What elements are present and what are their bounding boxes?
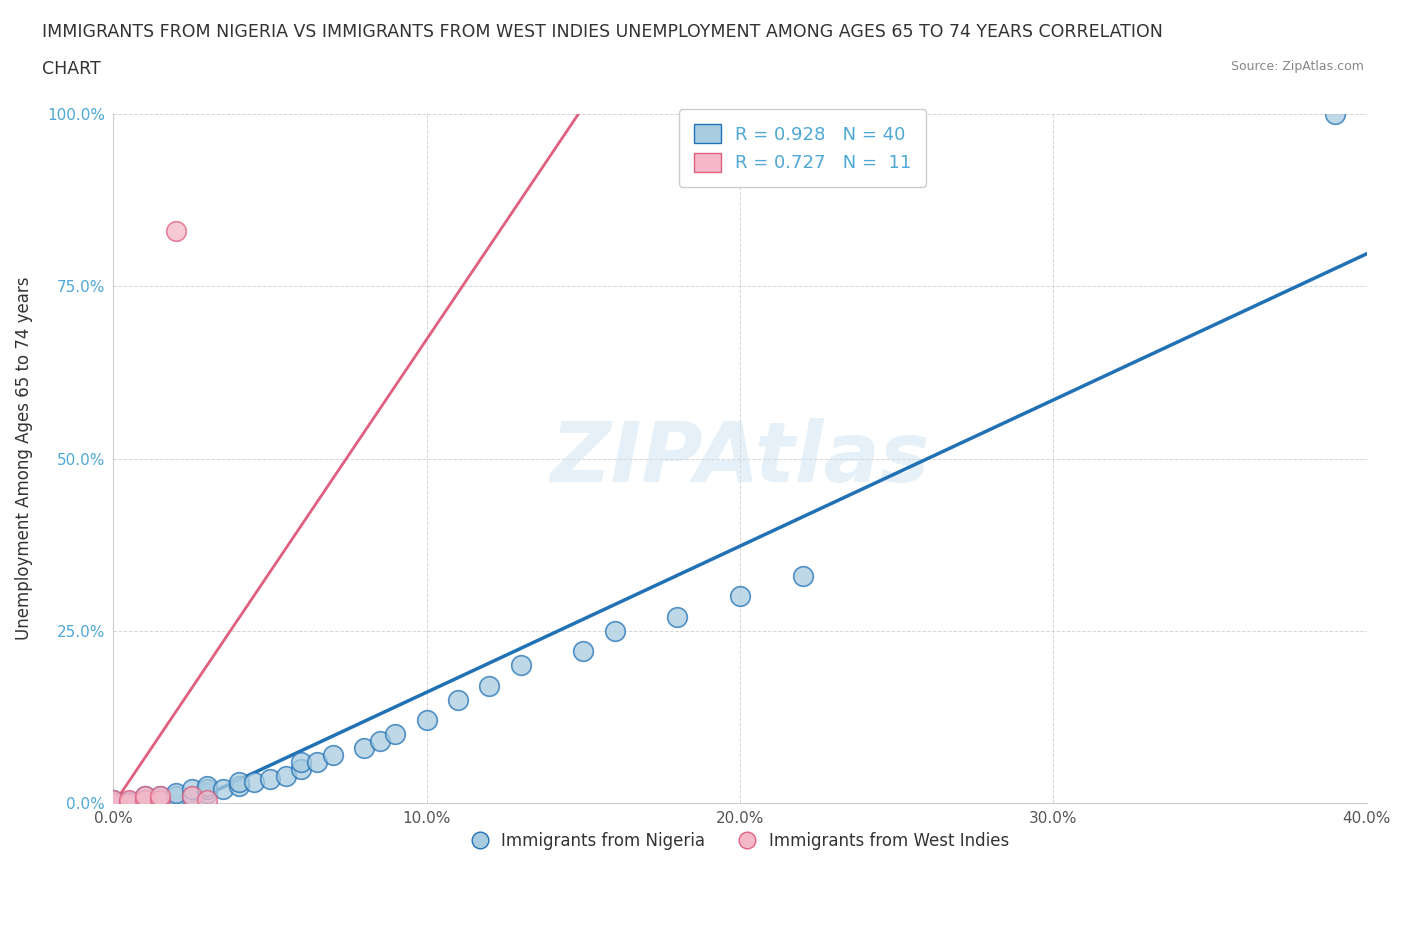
Point — [478, 679, 501, 694]
Point — [118, 796, 141, 811]
Point — [603, 623, 626, 638]
Point — [180, 782, 202, 797]
Point — [149, 789, 172, 804]
Point — [118, 793, 141, 808]
Text: CHART: CHART — [42, 60, 101, 78]
Point — [103, 796, 125, 811]
Point — [447, 692, 470, 707]
Point — [228, 778, 250, 793]
Point — [103, 792, 125, 807]
Legend: Immigrants from Nigeria, Immigrants from West Indies: Immigrants from Nigeria, Immigrants from… — [464, 826, 1015, 857]
Point — [353, 740, 375, 755]
Point — [134, 789, 156, 804]
Point — [572, 644, 595, 659]
Point — [134, 796, 156, 811]
Point — [305, 754, 328, 769]
Point — [792, 568, 814, 583]
Point — [134, 789, 156, 804]
Point — [415, 713, 437, 728]
Point — [180, 789, 202, 804]
Text: ZIPAtlas: ZIPAtlas — [550, 418, 929, 499]
Point — [290, 761, 312, 776]
Point — [149, 792, 172, 807]
Point — [118, 792, 141, 807]
Text: IMMIGRANTS FROM NIGERIA VS IMMIGRANTS FROM WEST INDIES UNEMPLOYMENT AMONG AGES 6: IMMIGRANTS FROM NIGERIA VS IMMIGRANTS FR… — [42, 23, 1163, 41]
Y-axis label: Unemployment Among Ages 65 to 74 years: Unemployment Among Ages 65 to 74 years — [15, 277, 32, 640]
Point — [228, 775, 250, 790]
Point — [290, 754, 312, 769]
Point — [195, 778, 218, 793]
Point — [165, 224, 187, 239]
Point — [728, 589, 751, 604]
Point — [368, 734, 391, 749]
Point — [195, 792, 218, 807]
Point — [165, 789, 187, 804]
Point — [195, 782, 218, 797]
Point — [149, 789, 172, 804]
Point — [103, 792, 125, 807]
Text: Source: ZipAtlas.com: Source: ZipAtlas.com — [1230, 60, 1364, 73]
Point — [243, 775, 266, 790]
Point — [666, 609, 689, 624]
Point — [134, 792, 156, 807]
Point — [384, 726, 406, 741]
Point — [103, 796, 125, 811]
Point — [180, 789, 202, 804]
Point — [118, 796, 141, 811]
Point — [149, 792, 172, 807]
Point — [259, 772, 281, 787]
Point — [509, 658, 531, 672]
Point — [212, 782, 235, 797]
Point — [134, 792, 156, 807]
Point — [103, 794, 125, 809]
Point — [322, 748, 344, 763]
Point — [1324, 107, 1347, 122]
Point — [165, 785, 187, 800]
Point — [274, 768, 297, 783]
Point — [195, 785, 218, 800]
